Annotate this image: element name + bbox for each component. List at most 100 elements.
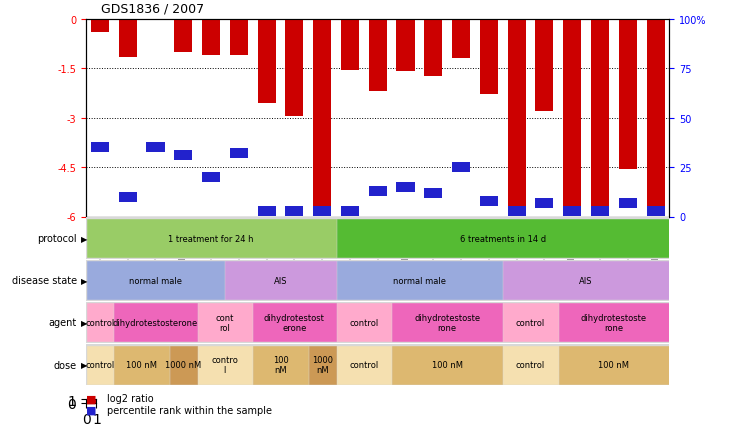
Bar (91, 20, 109, 33)
Text: control: control (349, 318, 378, 327)
Bar (508, 20, 526, 214)
Bar (503, 346, 558, 384)
Text: dihydrotestoste
rone: dihydrotestoste rone (414, 313, 480, 332)
Bar (257, 20, 276, 103)
Text: control: control (85, 318, 114, 327)
Text: ▶: ▶ (81, 360, 88, 369)
Text: ■: ■ (86, 405, 96, 415)
Text: 1 treatment for 24 h: 1 treatment for 24 h (168, 234, 254, 243)
Bar (563, 20, 581, 214)
Bar (202, 20, 220, 56)
Bar (286, 206, 304, 216)
Bar (230, 20, 248, 56)
Text: 6 treatments in 14 d: 6 treatments in 14 d (460, 234, 546, 243)
Bar (563, 206, 581, 216)
Bar (91, 143, 109, 153)
Text: cont
rol: cont rol (215, 313, 234, 332)
Text: 100 nM: 100 nM (126, 360, 157, 369)
Text: AIS: AIS (580, 276, 593, 285)
Bar (480, 20, 498, 95)
Bar (257, 206, 276, 216)
Bar (503, 304, 558, 342)
Bar (369, 186, 387, 196)
Bar (392, 346, 502, 384)
Bar (174, 151, 192, 161)
Text: ■: ■ (86, 394, 96, 403)
Bar (646, 20, 664, 214)
Bar (591, 20, 609, 214)
Bar (396, 20, 414, 72)
Bar (337, 304, 391, 342)
Bar (452, 163, 470, 173)
Text: 100 nM: 100 nM (598, 360, 629, 369)
Bar (147, 143, 165, 153)
Bar (424, 20, 442, 77)
Bar (170, 346, 197, 384)
Text: agent: agent (49, 318, 77, 328)
Text: GDS1836 / 2007: GDS1836 / 2007 (101, 2, 204, 15)
Bar (536, 20, 554, 112)
Bar (392, 304, 502, 342)
Bar (225, 262, 336, 299)
Text: control: control (349, 360, 378, 369)
Bar (87, 262, 224, 299)
Bar (503, 262, 669, 299)
Bar (369, 20, 387, 92)
Bar (619, 20, 637, 169)
Bar (313, 206, 331, 216)
Bar (559, 346, 669, 384)
Text: AIS: AIS (274, 276, 287, 285)
Bar (337, 346, 391, 384)
Bar (646, 206, 664, 216)
Bar (254, 346, 307, 384)
Text: normal male: normal male (393, 276, 446, 285)
Bar (536, 198, 554, 208)
Text: control: control (516, 318, 545, 327)
Bar (174, 20, 192, 53)
Text: ▶: ▶ (81, 276, 88, 285)
Bar (341, 20, 359, 71)
Bar (591, 206, 609, 216)
Bar (114, 346, 169, 384)
Text: control: control (516, 360, 545, 369)
Text: control: control (85, 360, 114, 369)
Bar (202, 173, 220, 182)
Text: dihydrotestosterone: dihydrotestosterone (113, 318, 198, 327)
Bar (286, 20, 304, 117)
Text: percentile rank within the sample: percentile rank within the sample (107, 405, 272, 415)
Text: 100
nM: 100 nM (272, 355, 289, 374)
Bar (197, 304, 252, 342)
Bar (87, 304, 113, 342)
Bar (452, 20, 470, 59)
Bar (424, 188, 442, 198)
Text: normal male: normal male (129, 276, 182, 285)
Bar (396, 182, 414, 192)
Bar (309, 346, 336, 384)
Bar (230, 149, 248, 159)
Text: log2 ratio: log2 ratio (107, 394, 153, 403)
Bar (114, 304, 197, 342)
Text: ▶: ▶ (81, 318, 88, 327)
Bar (119, 192, 137, 202)
Bar (313, 20, 331, 214)
Text: 100 nM: 100 nM (432, 360, 463, 369)
Bar (119, 20, 137, 57)
Text: 1000 nM: 1000 nM (165, 360, 201, 369)
Text: dihydrotestoste
rone: dihydrotestoste rone (581, 313, 647, 332)
Bar (254, 304, 336, 342)
Bar (619, 198, 637, 208)
Bar (337, 220, 669, 257)
Text: dose: dose (54, 360, 77, 370)
Bar (559, 304, 669, 342)
Text: disease state: disease state (12, 276, 77, 286)
Bar (508, 206, 526, 216)
Text: 1000
nM: 1000 nM (312, 355, 333, 374)
Bar (480, 196, 498, 206)
Text: protocol: protocol (37, 233, 77, 243)
Bar (341, 206, 359, 216)
Text: ▶: ▶ (81, 234, 88, 243)
Text: dihydrotestost
erone: dihydrotestost erone (264, 313, 325, 332)
Bar (87, 346, 113, 384)
Bar (87, 220, 336, 257)
Text: contro
l: contro l (212, 355, 239, 374)
